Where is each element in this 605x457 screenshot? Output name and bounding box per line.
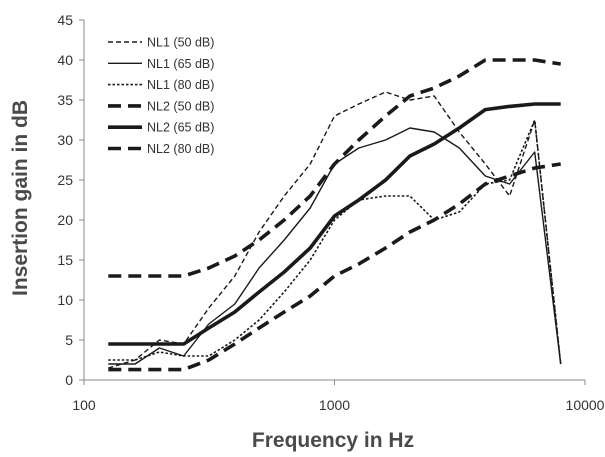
y-tick-label: 30 — [57, 132, 73, 148]
legend-label: NL2 (80 dB) — [147, 142, 214, 156]
y-tick-label: 25 — [57, 172, 73, 188]
y-tick-label: 10 — [57, 292, 73, 308]
y-axis-title: Insertion gain in dB — [9, 100, 32, 296]
series-line-3 — [108, 119, 562, 365]
y-tick-label: 15 — [57, 252, 73, 268]
axes — [79, 19, 586, 385]
tick-labels: 0 5 10 15 20 25 30 35 40 45 100 1000 10000 — [57, 12, 604, 413]
y-tick-label: 20 — [57, 212, 73, 228]
series-line-4 — [108, 58, 561, 278]
x-tick-label: 1000 — [319, 397, 350, 413]
y-tick-label: 0 — [65, 372, 73, 388]
legend-label: NL2 (65 dB) — [147, 121, 214, 135]
legend-label: NL1 (65 dB) — [147, 57, 214, 71]
y-tick-label: 5 — [65, 332, 73, 348]
series-line-6 — [108, 162, 561, 372]
x-tick-label: 100 — [72, 397, 96, 413]
legend: NL1 (50 dB) NL1 (65 dB) NL1 (80 dB) NL2 (50… — [108, 36, 214, 156]
series-lines — [108, 58, 562, 372]
legend-label: NL2 (50 dB) — [147, 99, 214, 113]
y-tick-label: 40 — [57, 52, 73, 68]
legend-label: NL1 (50 dB) — [147, 36, 214, 50]
legend-label: NL1 (80 dB) — [147, 78, 214, 92]
y-tick-label: 35 — [57, 92, 73, 108]
x-tick-label: 10000 — [566, 397, 605, 413]
x-axis-title: Frequency in Hz — [252, 429, 414, 452]
y-tick-label: 45 — [57, 12, 73, 28]
series-line-5 — [108, 102, 561, 346]
